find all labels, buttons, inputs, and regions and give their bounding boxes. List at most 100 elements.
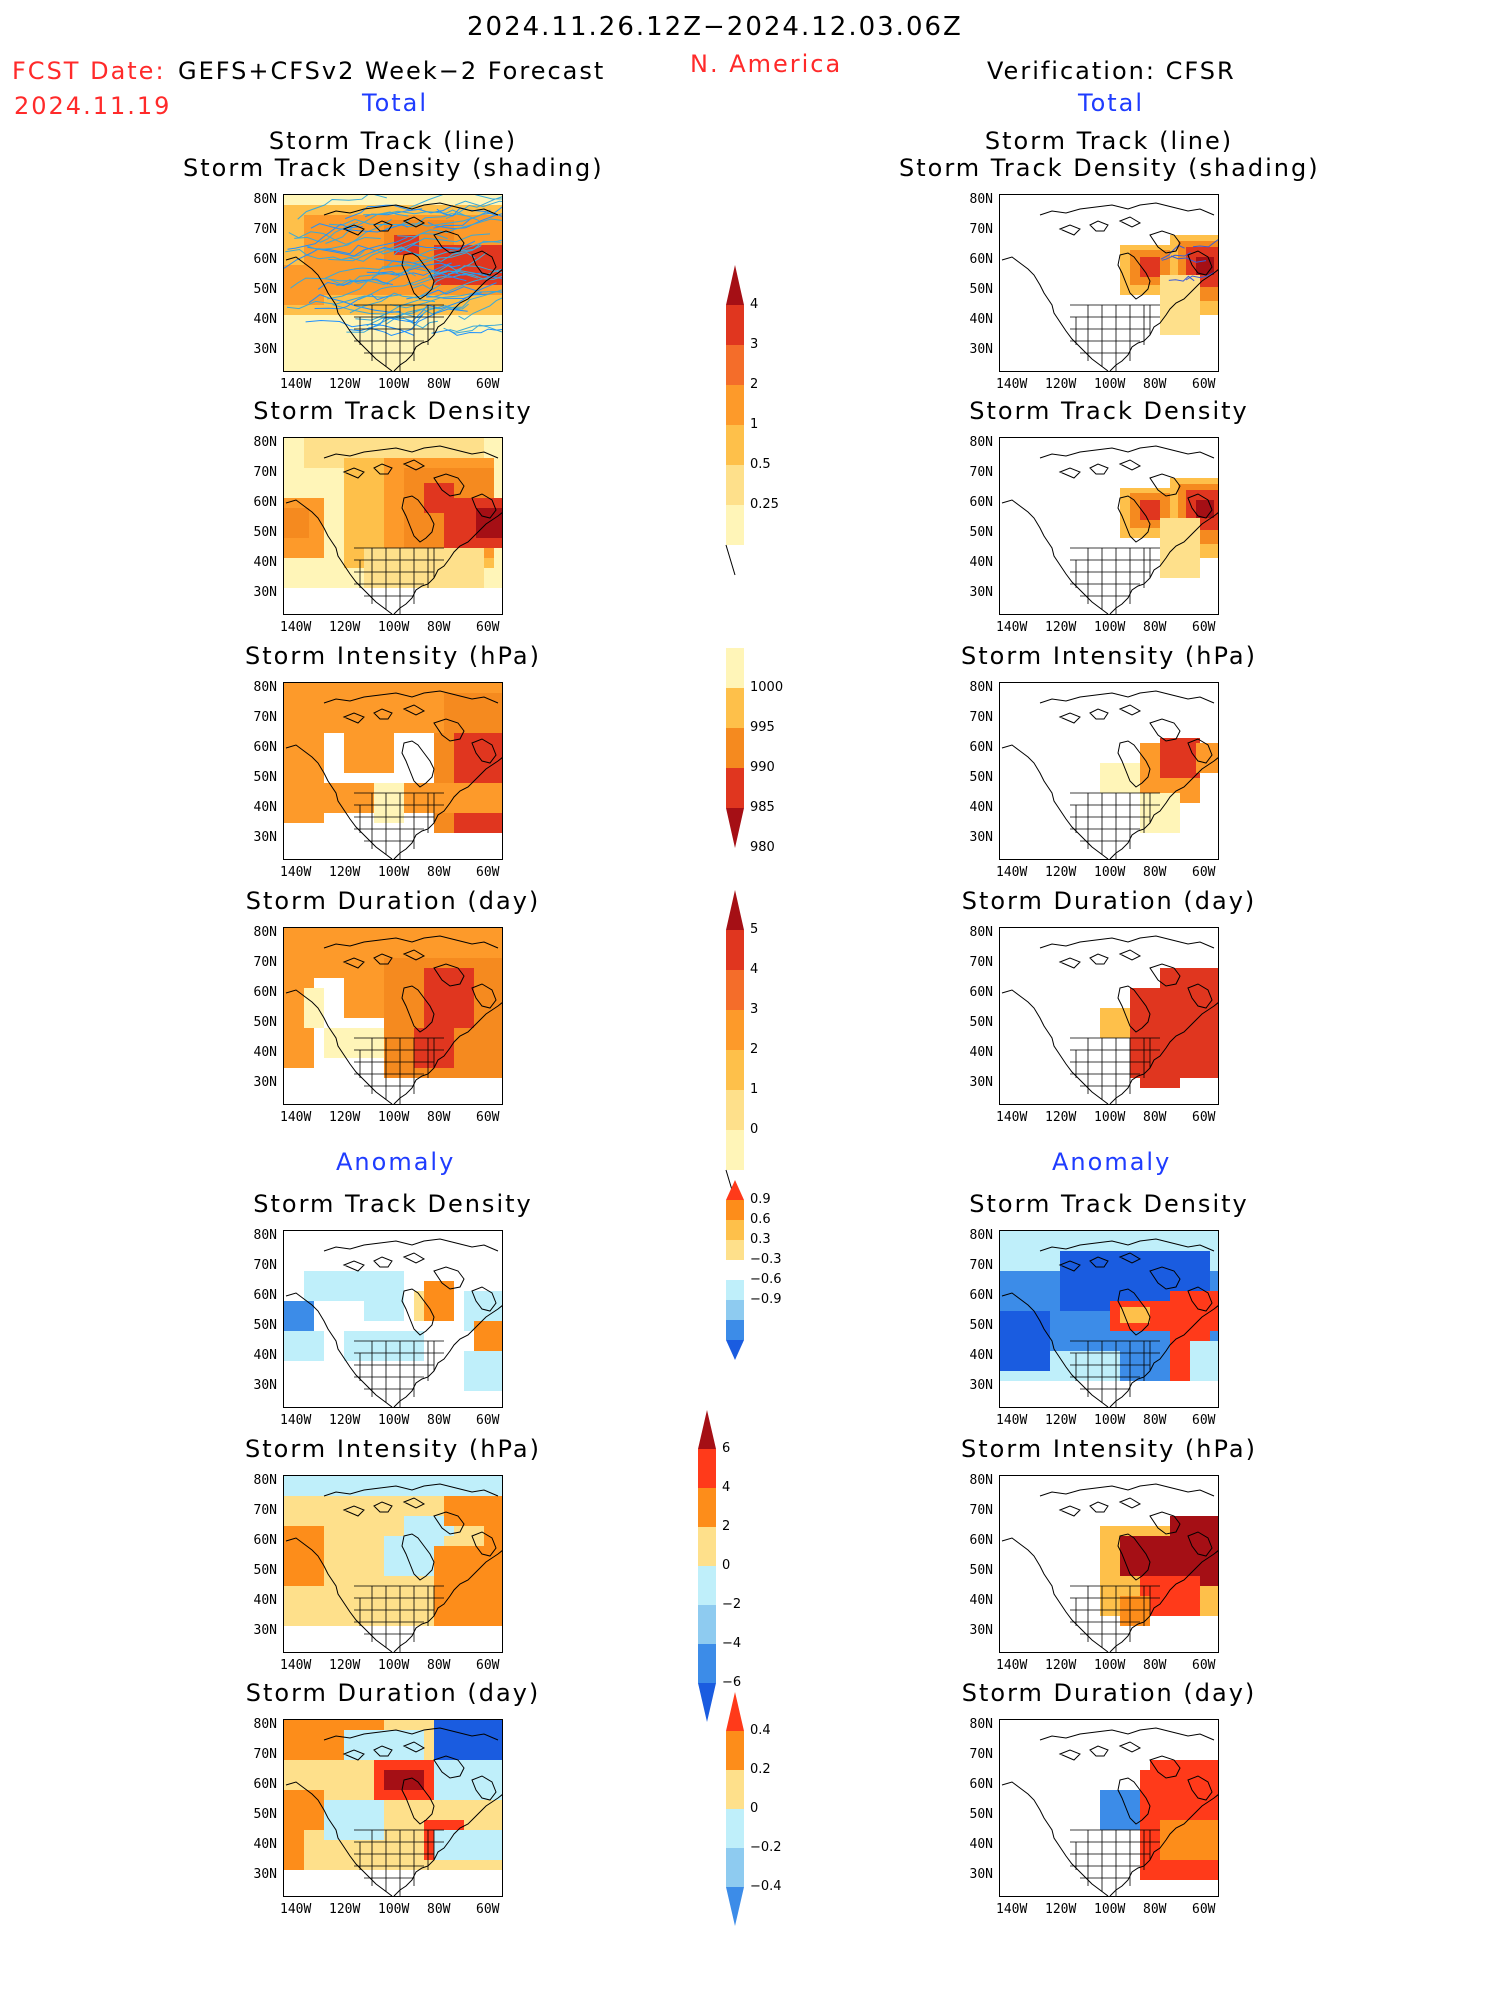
lon-label: 120W <box>1045 1413 1077 1428</box>
colorbar-label: 3 <box>750 1002 759 1017</box>
lat-label: 60N <box>969 1288 993 1303</box>
storm-track-line <box>285 248 367 261</box>
lat-label: 60N <box>253 1777 277 1792</box>
colorbar-label: 1 <box>750 417 759 432</box>
lat-label: 80N <box>253 1228 277 1243</box>
lon-label: 80W <box>427 865 451 880</box>
storm-track-line <box>310 223 409 233</box>
field-cell <box>1160 275 1200 335</box>
lon-label: 140W <box>280 377 312 392</box>
lat-label: 70N <box>253 710 277 725</box>
colorbar-segment <box>698 1488 716 1527</box>
lon-label: 120W <box>1045 377 1077 392</box>
panel-title-aint-left: Storm Intensity (hPa) <box>245 1435 541 1463</box>
lon-label: 60W <box>1192 1658 1216 1673</box>
lat-label: 50N <box>253 1015 277 1030</box>
lon-label: 80W <box>1143 1902 1167 1917</box>
lat-label: 40N <box>969 1045 993 1060</box>
field-cell <box>1190 1341 1218 1381</box>
field-cell <box>1140 257 1160 277</box>
colorbar-segment <box>726 1848 744 1887</box>
lon-label: 80W <box>1143 1658 1167 1673</box>
colorbar-label: 0 <box>750 1801 759 1816</box>
colorbar-segment <box>726 930 744 970</box>
lat-label: 30N <box>969 1867 993 1882</box>
lat-label: 50N <box>969 1563 993 1578</box>
storm-track-line <box>451 239 502 256</box>
field-cell <box>1160 1820 1218 1860</box>
coastline <box>1001 1727 1218 1896</box>
colorbar-segment <box>726 465 744 505</box>
field-cell <box>1100 1790 1140 1830</box>
colorbar-label: 0 <box>750 1122 759 1137</box>
storm-track-line <box>297 195 387 220</box>
lon-label: 120W <box>329 1413 361 1428</box>
field-cell <box>284 508 309 538</box>
lon-label: 140W <box>996 1658 1028 1673</box>
lat-label: 60N <box>253 1533 277 1548</box>
lat-label: 40N <box>969 1348 993 1363</box>
coastline <box>1001 202 1218 371</box>
field-cell <box>344 978 384 1018</box>
lon-label: 140W <box>280 620 312 635</box>
lat-label: 40N <box>253 1348 277 1363</box>
storm-track-line <box>375 258 467 282</box>
storm-track-line <box>348 232 448 262</box>
lat-label: 70N <box>969 222 993 237</box>
lon-label: 140W <box>280 1658 312 1673</box>
lat-label: 80N <box>253 435 277 450</box>
panel-title-dens-right: Storm Track Density <box>969 397 1249 425</box>
lon-label: 60W <box>1192 1902 1216 1917</box>
field-cell <box>1120 1596 1150 1626</box>
field-cell <box>476 508 502 538</box>
map-int-right <box>999 682 1219 860</box>
storm-track-line <box>1192 239 1218 248</box>
fcst-model: GEFS+CFSv2 Week−2 Forecast <box>178 57 606 85</box>
lon-label: 80W <box>427 1413 451 1428</box>
panel-title-dur-left: Storm Duration (day) <box>245 887 541 915</box>
coastline <box>1001 1483 1218 1652</box>
lon-label: 100W <box>1094 620 1126 635</box>
lat-label: 70N <box>253 955 277 970</box>
colorbar-segment <box>726 305 744 345</box>
lat-label: 70N <box>969 710 993 725</box>
lon-label: 120W <box>1045 865 1077 880</box>
field-cell <box>344 1730 424 1760</box>
region-title: N. America <box>690 50 843 78</box>
colorbar-label: 1000 <box>750 680 784 695</box>
field-cell <box>454 723 502 833</box>
storm-track-line <box>308 294 401 313</box>
colorbar-label: 4 <box>750 962 759 977</box>
storm-track-line <box>416 264 502 277</box>
lat-label: 40N <box>969 555 993 570</box>
lon-label: 60W <box>1192 377 1216 392</box>
colorbar-label: −0.6 <box>750 1272 782 1287</box>
field-cell <box>1000 1311 1050 1371</box>
colorbar-label: 2 <box>750 1042 759 1057</box>
lon-label: 80W <box>1143 377 1167 392</box>
colorbar-segment <box>726 265 744 305</box>
field-cell <box>1140 500 1160 520</box>
lat-label: 60N <box>969 740 993 755</box>
lon-label: 140W <box>996 620 1028 635</box>
lon-label: 60W <box>476 1413 500 1428</box>
colorbar-segment <box>726 1130 744 1170</box>
lat-label: 70N <box>969 465 993 480</box>
storm-track-line <box>366 317 438 329</box>
lat-label: 70N <box>969 1747 993 1762</box>
storm-track-line <box>454 200 502 208</box>
lat-label: 30N <box>253 1623 277 1638</box>
lon-label: 100W <box>1094 1658 1126 1673</box>
panel-title-dur-right: Storm Duration (day) <box>961 887 1257 915</box>
lon-label: 60W <box>1192 865 1216 880</box>
field-cell <box>364 1281 404 1321</box>
lat-label: 50N <box>253 770 277 785</box>
lon-label: 100W <box>378 620 410 635</box>
lon-label: 120W <box>1045 1110 1077 1125</box>
lat-label: 50N <box>969 1015 993 1030</box>
lon-label: 100W <box>378 865 410 880</box>
lat-label: 40N <box>969 312 993 327</box>
field-cell <box>434 1760 502 1800</box>
colorbar-label: −0.3 <box>750 1252 782 1267</box>
lon-label: 100W <box>1094 865 1126 880</box>
